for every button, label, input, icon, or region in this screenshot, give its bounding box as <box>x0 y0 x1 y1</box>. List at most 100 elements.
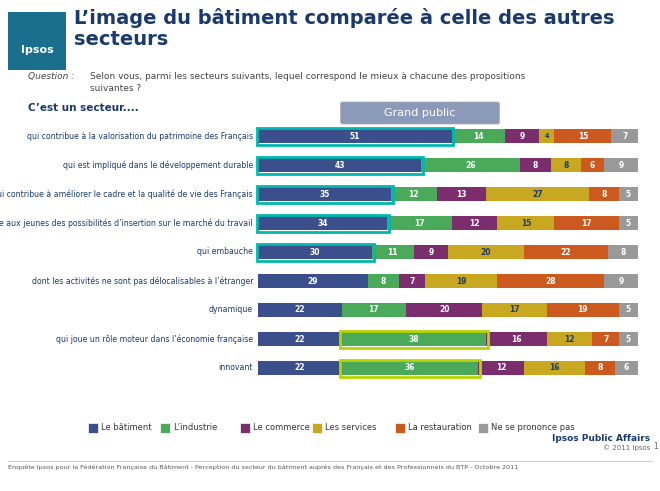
Bar <box>395 423 405 433</box>
Bar <box>368 274 399 288</box>
Bar <box>258 274 368 288</box>
Text: 43: 43 <box>335 161 345 169</box>
Bar <box>437 187 486 201</box>
Text: 9: 9 <box>428 247 434 256</box>
Bar <box>478 423 488 433</box>
Text: 8: 8 <box>620 247 626 256</box>
Text: 5: 5 <box>626 218 631 227</box>
Bar <box>498 274 604 288</box>
Bar <box>554 216 619 230</box>
Text: 9: 9 <box>519 132 525 140</box>
Text: Enquête Ipsos pour la Fédération Française du Bâtiment - Perception du secteur d: Enquête Ipsos pour la Fédération Françai… <box>8 464 518 469</box>
Text: La restauration: La restauration <box>408 424 472 433</box>
Text: Ipsos: Ipsos <box>20 45 53 55</box>
Text: 20: 20 <box>480 247 491 256</box>
Text: 11: 11 <box>387 247 398 256</box>
Text: 38: 38 <box>409 334 419 344</box>
Bar <box>524 361 585 375</box>
Bar <box>546 332 593 346</box>
Bar <box>258 303 342 317</box>
Text: 5: 5 <box>626 334 631 344</box>
Text: 8: 8 <box>601 190 607 198</box>
Text: L’image du bâtiment comparée à celle des autres: L’image du bâtiment comparée à celle des… <box>74 8 614 28</box>
Text: 16: 16 <box>511 334 521 344</box>
Bar <box>478 361 524 375</box>
Bar <box>524 245 608 259</box>
Text: 8: 8 <box>381 276 386 285</box>
Text: 9: 9 <box>618 276 624 285</box>
Text: qui est impliqué dans le développement durable: qui est impliqué dans le développement d… <box>63 160 253 170</box>
Text: qui embauche: qui embauche <box>197 247 253 256</box>
Bar <box>520 158 550 172</box>
Text: 19: 19 <box>456 276 467 285</box>
Text: qui joue un rôle moteur dans l’économie française: qui joue un rôle moteur dans l’économie … <box>56 334 253 344</box>
Bar <box>258 158 421 172</box>
Bar <box>312 423 322 433</box>
Text: qui offre aux jeunes des possibilités d’insertion sur le marché du travail: qui offre aux jeunes des possibilités d’… <box>0 218 253 228</box>
Text: 7: 7 <box>622 132 628 140</box>
Text: 17: 17 <box>581 218 592 227</box>
Text: 22: 22 <box>560 247 571 256</box>
Text: 26: 26 <box>465 161 476 169</box>
Text: 5: 5 <box>626 190 631 198</box>
Text: Selon vous, parmi les secteurs suivants, lequel correspond le mieux à chacune de: Selon vous, parmi les secteurs suivants,… <box>90 72 525 93</box>
Bar <box>88 423 98 433</box>
Text: 29: 29 <box>308 276 318 285</box>
Bar <box>391 187 437 201</box>
Bar <box>604 274 638 288</box>
Text: © 2011 Ipsos: © 2011 Ipsos <box>603 444 650 451</box>
Bar <box>452 129 505 143</box>
Bar <box>258 245 372 259</box>
Text: 14: 14 <box>473 132 484 140</box>
Bar <box>554 129 611 143</box>
Text: 17: 17 <box>414 218 425 227</box>
Text: 1: 1 <box>653 442 658 451</box>
Text: qui contribue à la valorisation du patrimoine des Français: qui contribue à la valorisation du patri… <box>27 132 253 140</box>
Bar <box>486 332 546 346</box>
Bar <box>387 216 452 230</box>
Bar <box>550 158 581 172</box>
Text: 6: 6 <box>590 161 595 169</box>
Bar <box>425 274 498 288</box>
Text: Le commerce: Le commerce <box>253 424 310 433</box>
Text: 27: 27 <box>532 190 543 198</box>
Text: 5: 5 <box>626 305 631 315</box>
Bar <box>593 332 619 346</box>
Bar <box>608 245 638 259</box>
Text: 7: 7 <box>409 276 414 285</box>
Bar <box>505 129 539 143</box>
Bar <box>8 12 66 70</box>
Bar <box>342 361 478 375</box>
Bar <box>258 216 387 230</box>
FancyBboxPatch shape <box>341 102 500 124</box>
Bar <box>448 245 524 259</box>
Text: Les services: Les services <box>325 424 376 433</box>
Text: 15: 15 <box>578 132 588 140</box>
Bar <box>546 303 619 317</box>
Text: 30: 30 <box>310 247 320 256</box>
Bar <box>615 361 638 375</box>
Text: 28: 28 <box>545 276 556 285</box>
Bar <box>589 187 619 201</box>
Text: 35: 35 <box>319 190 330 198</box>
Text: Question :: Question : <box>28 72 74 81</box>
Bar <box>372 245 414 259</box>
Bar <box>611 129 638 143</box>
Text: 36: 36 <box>405 363 415 373</box>
Bar <box>240 423 250 433</box>
Bar <box>486 187 589 201</box>
Bar <box>258 332 342 346</box>
Bar <box>258 129 452 143</box>
Bar <box>581 158 604 172</box>
Text: dynamique: dynamique <box>209 305 253 315</box>
Bar <box>406 303 482 317</box>
Bar <box>452 216 498 230</box>
Bar <box>421 158 520 172</box>
Text: 34: 34 <box>317 218 328 227</box>
Bar <box>342 332 486 346</box>
Bar <box>539 129 554 143</box>
Text: 22: 22 <box>294 334 305 344</box>
Text: Grand public: Grand public <box>384 108 455 118</box>
Text: L’industrie: L’industrie <box>173 424 217 433</box>
Bar <box>619 332 638 346</box>
